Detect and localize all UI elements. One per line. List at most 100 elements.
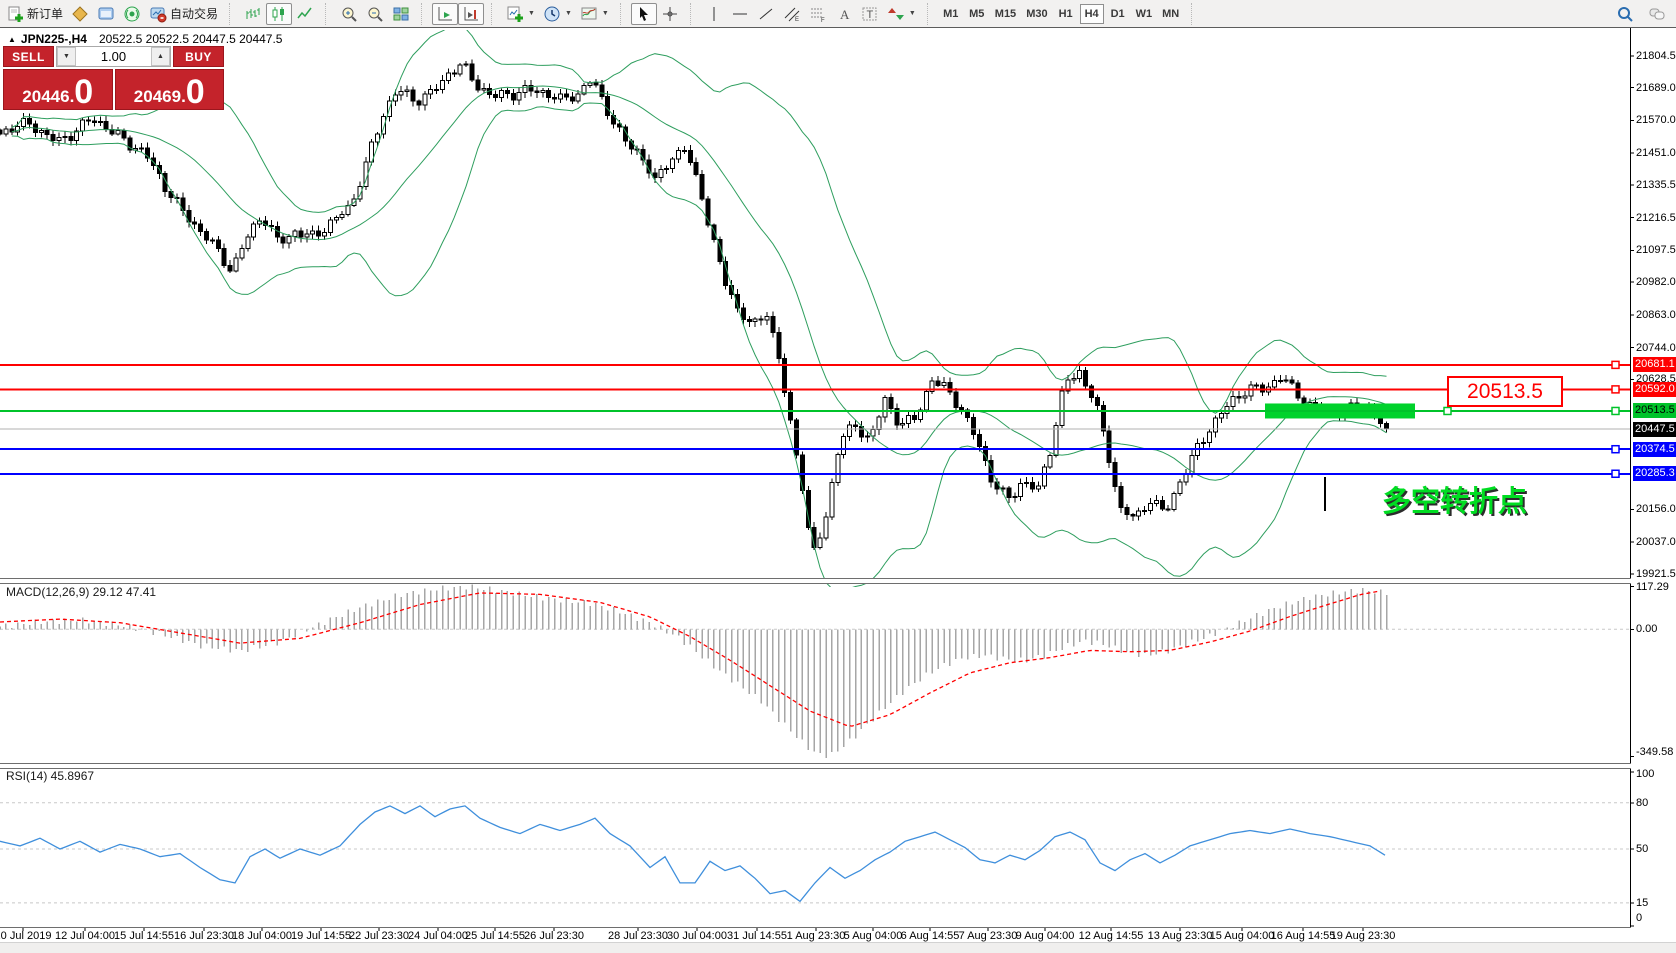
macd-tick-label: -349.58 xyxy=(1636,746,1674,758)
collapse-panel-icon[interactable]: ▲ xyxy=(8,35,16,44)
templates-button[interactable]: ▼ xyxy=(576,3,613,25)
price-tick-label: 19921.5 xyxy=(1636,568,1676,580)
rsi-pane-bottom-border xyxy=(0,927,1631,928)
volume-decrease-button[interactable]: ▼ xyxy=(57,47,76,66)
timeframe-h1[interactable]: H1 xyxy=(1054,4,1078,24)
buy-button[interactable]: BUY xyxy=(173,46,224,67)
equidistant-channel-button[interactable]: E xyxy=(779,3,805,25)
price-tick-label: 21216.5 xyxy=(1636,212,1676,224)
toolbar-main-group: 新订单 自动交易 xyxy=(0,0,224,27)
cursor-button[interactable] xyxy=(630,2,657,25)
time-axis-label: 25 Jul 14:55 xyxy=(465,930,525,942)
volume-value[interactable]: 1.00 xyxy=(100,49,127,64)
price-tick-label: 21335.5 xyxy=(1636,179,1676,191)
chart-window[interactable]: ▲ JPN225-,H4 20522.5 20522.5 20447.5 20447… xyxy=(0,28,1676,943)
linechart-icon xyxy=(296,5,314,23)
chart-window-button[interactable] xyxy=(93,3,119,25)
symbol-name: JPN225-,H4 xyxy=(20,32,87,46)
timeframe-m1[interactable]: M1 xyxy=(939,4,963,24)
scroll-group xyxy=(430,0,486,27)
new-order-icon xyxy=(6,5,24,23)
bars-icon xyxy=(244,5,262,23)
timeframe-m15[interactable]: M15 xyxy=(991,4,1020,24)
pointer-group xyxy=(629,0,685,27)
history-center-button[interactable] xyxy=(67,3,93,25)
time-axis[interactable]: 10 Jul 2019 12 Jul 04:00 15 Jul 14:55 16 Ju… xyxy=(0,930,1676,943)
buy-price[interactable]: 20469. 0 xyxy=(114,69,224,110)
time-axis-label: 12 Jul 04:00 xyxy=(55,930,115,942)
toolbar-separator xyxy=(1191,2,1197,25)
chart-canvas[interactable] xyxy=(0,28,1676,941)
pane-separator[interactable] xyxy=(0,578,1631,584)
toolbar-separator xyxy=(619,2,626,25)
timeframe-group: M1 M5 M15 M30 H1 H4 D1 W1 MN xyxy=(936,0,1186,27)
timeframe-mn[interactable]: MN xyxy=(1158,4,1183,24)
chevron-down-icon[interactable]: ▼ xyxy=(908,10,916,17)
periods-button[interactable]: ▼ xyxy=(539,3,576,25)
chevron-down-icon[interactable]: ▼ xyxy=(601,10,609,17)
crosshair-button[interactable] xyxy=(657,3,683,25)
volume-increase-button[interactable]: ▲ xyxy=(151,47,170,66)
symbol-header: ▲ JPN225-,H4 20522.5 20522.5 20447.5 20447… xyxy=(8,32,282,46)
timeframe-d1[interactable]: D1 xyxy=(1106,4,1130,24)
text-button[interactable]: A xyxy=(831,3,857,25)
timeframe-m5[interactable]: M5 xyxy=(965,4,989,24)
chevron-down-icon[interactable]: ▼ xyxy=(564,10,572,17)
timeframe-w1[interactable]: W1 xyxy=(1132,4,1157,24)
indicator-icon xyxy=(506,5,524,23)
timeframe-m30[interactable]: M30 xyxy=(1022,4,1051,24)
price-axis-border xyxy=(1630,28,1631,927)
autotrading-button[interactable]: 自动交易 xyxy=(145,3,222,25)
autotrade-icon xyxy=(149,5,167,23)
sell-button[interactable]: SELL xyxy=(3,46,54,67)
horizontal-line-button[interactable] xyxy=(727,3,753,25)
bar-chart-button[interactable] xyxy=(240,3,266,25)
zoom-group xyxy=(334,0,416,27)
candlestick-button[interactable] xyxy=(266,2,293,25)
tile-windows-button[interactable] xyxy=(388,3,414,25)
toolbar-separator xyxy=(689,2,696,25)
auto-scroll-button[interactable] xyxy=(432,2,459,25)
pane-separator[interactable] xyxy=(0,763,1631,769)
timeframe-h4[interactable]: H4 xyxy=(1079,3,1104,24)
svg-text:E: E xyxy=(795,17,799,23)
zoom-out-icon xyxy=(366,5,384,23)
fibonacci-button[interactable]: F xyxy=(805,3,831,25)
time-axis-label: 9 Aug 04:00 xyxy=(1015,930,1075,942)
chevron-down-icon[interactable]: ▼ xyxy=(528,10,535,17)
svg-text:A: A xyxy=(840,7,850,22)
chart-shift-button[interactable] xyxy=(458,2,485,25)
arrows-icon xyxy=(887,5,905,23)
trendline-button[interactable] xyxy=(753,3,779,25)
time-axis-label: 15 Aug 04:00 xyxy=(1209,930,1275,942)
template-icon xyxy=(580,5,598,23)
time-axis-label: 31 Jul 14:55 xyxy=(727,930,787,942)
price-tick-label: 20156.0 xyxy=(1636,503,1676,515)
hline-price-tag: 20681.1 xyxy=(1633,357,1676,372)
status-bar xyxy=(0,942,1676,953)
search-button[interactable] xyxy=(1612,3,1638,25)
chat-button[interactable] xyxy=(1644,3,1670,25)
price-callout[interactable]: 20513.5 xyxy=(1447,376,1563,407)
new-order-button[interactable]: 新订单 xyxy=(2,3,67,25)
zoom-out-button[interactable] xyxy=(362,3,388,25)
time-axis-label: 5 Aug 04:00 xyxy=(843,930,903,942)
toolbar-separator xyxy=(421,2,427,25)
signals-button[interactable] xyxy=(119,3,145,25)
fibo-icon: F xyxy=(809,5,827,23)
line-chart-button[interactable] xyxy=(292,3,318,25)
sell-price[interactable]: 20446. 0 xyxy=(3,69,113,110)
vertical-line-button[interactable] xyxy=(701,3,727,25)
chart-shift-icon xyxy=(462,5,480,23)
hline-price-tag: 20374.5 xyxy=(1633,442,1676,457)
rsi-tick-label: 15 xyxy=(1636,897,1649,909)
indicators-button[interactable]: ▼ xyxy=(502,3,539,25)
label-button[interactable]: T xyxy=(857,3,883,25)
annotation-text[interactable]: 多空转折点 xyxy=(1382,486,1528,518)
zoom-in-button[interactable] xyxy=(336,3,362,25)
chart-type-group xyxy=(238,0,320,27)
arrows-button[interactable]: ▼ xyxy=(883,3,920,25)
price-tick-label: 21570.0 xyxy=(1636,114,1676,126)
price-tick-label: 20863.0 xyxy=(1636,309,1676,321)
time-axis-label: 16 Jul 23:30 xyxy=(174,930,234,942)
